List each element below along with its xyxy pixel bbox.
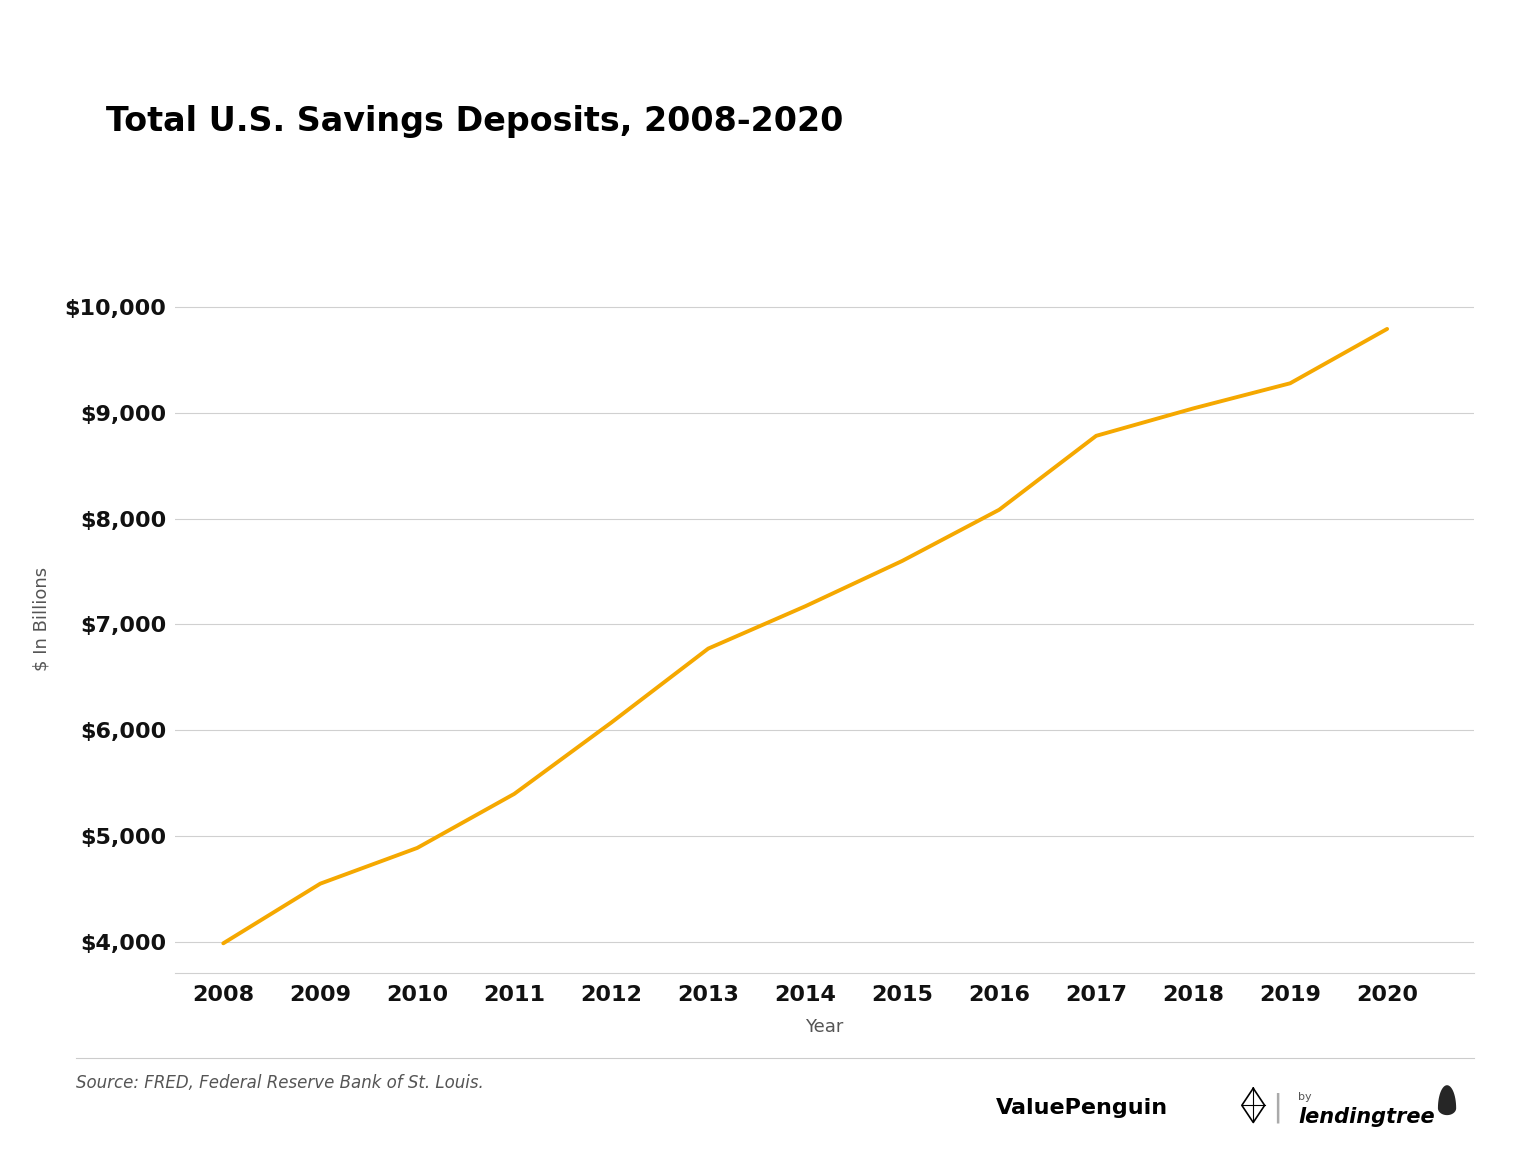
X-axis label: Year: Year [806,1018,844,1037]
Text: by: by [1298,1092,1312,1101]
Text: Total U.S. Savings Deposits, 2008-2020: Total U.S. Savings Deposits, 2008-2020 [106,105,844,138]
Text: lendingtree: lendingtree [1298,1107,1435,1128]
Y-axis label: $ In Billions: $ In Billions [33,567,50,672]
Text: Source: FRED, Federal Reserve Bank of St. Louis.: Source: FRED, Federal Reserve Bank of St… [76,1074,483,1092]
Text: ValuePenguin: ValuePenguin [996,1098,1167,1119]
Text: |: | [1272,1093,1281,1123]
Polygon shape [1438,1085,1456,1115]
